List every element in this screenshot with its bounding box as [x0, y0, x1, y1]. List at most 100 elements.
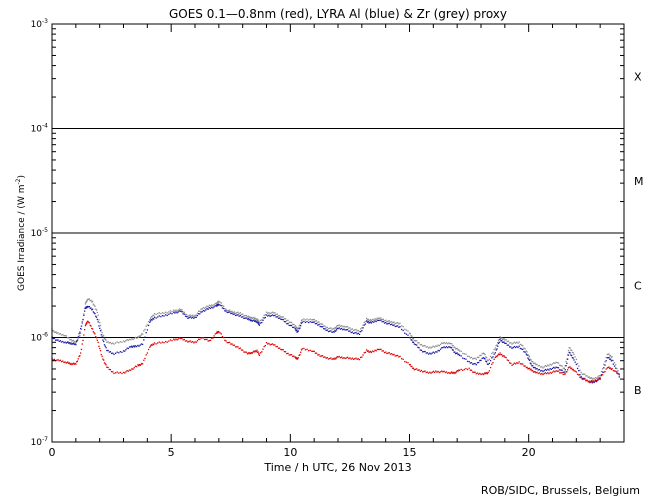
data-point [495, 344, 497, 347]
data-point [544, 372, 547, 374]
data-point [323, 325, 325, 327]
data-point [194, 316, 196, 318]
data-point [195, 341, 197, 343]
data-point [323, 356, 325, 358]
data-point [451, 349, 454, 351]
data-point [225, 310, 227, 312]
data-point [418, 342, 420, 344]
data-point [106, 349, 108, 352]
data-point [114, 372, 117, 374]
data-point [479, 359, 481, 362]
data-point [207, 306, 209, 308]
data-point [306, 348, 308, 351]
data-point [448, 342, 450, 344]
data-point [551, 363, 554, 365]
data-point [572, 352, 574, 354]
data-point [420, 349, 423, 351]
data-point [418, 347, 420, 349]
data-point [299, 354, 301, 356]
data-point [517, 346, 519, 349]
data-point [126, 370, 128, 372]
data-point [368, 322, 370, 324]
data-point [387, 322, 389, 325]
data-point [149, 321, 151, 323]
data-point [103, 335, 105, 337]
data-point [352, 358, 355, 360]
data-point [64, 335, 66, 337]
data-point [574, 361, 576, 363]
data-point [279, 317, 281, 319]
data-point [377, 348, 380, 351]
data-point [309, 321, 311, 323]
data-point [465, 367, 467, 370]
y-tick-exponent: -3 [42, 18, 48, 25]
data-point [184, 313, 187, 315]
data-point [107, 341, 109, 343]
data-point [356, 333, 358, 335]
data-point [380, 319, 382, 321]
data-point [79, 355, 81, 357]
data-point [228, 309, 231, 311]
data-point [601, 371, 604, 373]
data-point [218, 300, 220, 303]
data-point [327, 330, 330, 333]
data-point [296, 331, 299, 333]
data-point [175, 309, 177, 311]
data-point [214, 305, 216, 307]
data-point [349, 330, 351, 332]
data-point [344, 326, 346, 328]
data-point [393, 321, 395, 323]
data-point [103, 340, 105, 343]
data-point [320, 323, 323, 325]
data-point [615, 370, 617, 372]
data-point [259, 322, 262, 324]
data-point [369, 319, 372, 321]
data-point [463, 353, 466, 355]
data-point [121, 341, 123, 344]
data-point [237, 346, 239, 348]
data-point [122, 371, 125, 374]
data-point [469, 369, 471, 371]
data-point [97, 341, 99, 344]
data-point [264, 316, 267, 319]
data-point [412, 367, 415, 369]
data-point [423, 345, 425, 347]
data-point [543, 372, 545, 375]
data-point [190, 341, 193, 343]
data-point [205, 309, 207, 311]
data-point [608, 366, 610, 368]
data-point [199, 313, 201, 315]
data-point [201, 308, 203, 310]
data-point [180, 310, 182, 313]
data-point [203, 338, 206, 341]
data-point [536, 367, 538, 370]
data-point [377, 319, 380, 322]
data-point [152, 343, 154, 345]
data-point [569, 352, 571, 354]
data-point [281, 318, 283, 321]
data-point [618, 374, 620, 376]
data-point [146, 329, 149, 331]
data-point [451, 344, 454, 347]
data-point [559, 372, 561, 374]
data-point [251, 320, 253, 322]
data-point [166, 312, 168, 314]
data-point [98, 345, 100, 347]
data-point [171, 313, 173, 315]
data-point [274, 344, 276, 346]
data-point [200, 311, 202, 313]
data-point [488, 358, 491, 360]
data-point [348, 330, 350, 332]
data-point [566, 358, 569, 360]
data-point [334, 327, 336, 329]
data-point [505, 342, 507, 345]
data-point [253, 319, 255, 321]
data-point [363, 321, 365, 324]
data-point [537, 372, 539, 375]
data-point [550, 372, 553, 374]
data-point [298, 325, 300, 327]
data-point [342, 329, 344, 331]
data-point [574, 370, 576, 372]
data-point [527, 354, 529, 356]
data-point [500, 337, 502, 339]
